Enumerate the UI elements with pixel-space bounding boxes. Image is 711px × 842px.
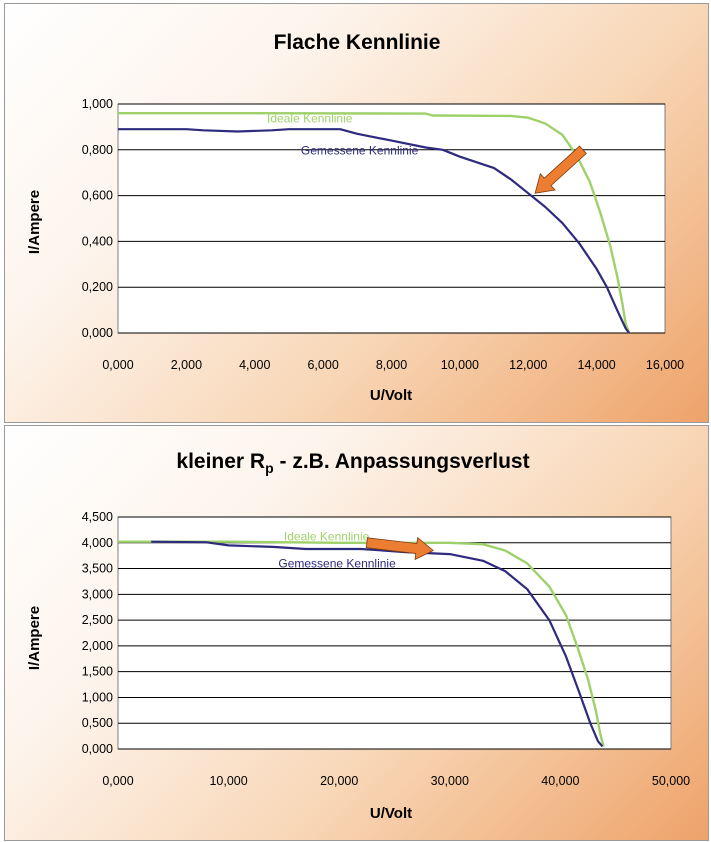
chart-1-x-tick-label: 8,000 — [376, 358, 407, 372]
chart-2-y-tick-label: 4,000 — [82, 536, 113, 550]
chart-2-y-tick-label: 2,500 — [82, 613, 113, 627]
chart-2-y-tick-label: 3,500 — [82, 562, 113, 576]
chart-1-series-measured — [118, 128, 630, 334]
chart-2-title-rest: - z.B. Anpassungsverlust — [274, 450, 530, 473]
chart-2-x-tick-label: 30,000 — [431, 774, 469, 788]
chart-1-y-tick-label: 0,200 — [82, 280, 113, 294]
chart-1-series-label: Gemessene Kennlinie — [301, 143, 419, 157]
chart-2-x-tick-label: 10,000 — [209, 774, 247, 788]
chart-1-annotation-arrow — [534, 145, 587, 194]
chart-1-y-tick-label: 0,000 — [82, 326, 113, 340]
chart-1-title: Flache Kennlinie — [274, 31, 441, 54]
chart-2-y-tick-label: 0,000 — [82, 742, 113, 756]
chart-2-title-main: kleiner R — [176, 450, 265, 473]
chart-2-series-label: Gemessene Kennlinie — [278, 557, 396, 571]
chart-2-series-measured — [151, 540, 604, 748]
chart-2-y-tick-label: 2,000 — [82, 639, 113, 653]
chart-1-x-tick-label: 12,000 — [509, 358, 547, 372]
chart-2-y-tick-label: 4,500 — [82, 510, 113, 524]
chart-1-x-tick-label: 16,000 — [646, 358, 684, 372]
chart-1-y-tick-label: 0,800 — [82, 143, 113, 157]
chart-1-x-tick-label: 0,000 — [102, 358, 133, 372]
chart-2-plot-area — [117, 516, 672, 750]
chart-2-y-tick-label: 3,000 — [82, 587, 113, 601]
chart-2-x-tick-label: 40,000 — [541, 774, 579, 788]
chart-1-x-tick-label: 4,000 — [239, 358, 270, 372]
chart-1-y-tick-label: 0,400 — [82, 234, 113, 248]
chart-2-title-sub: p — [265, 460, 274, 476]
chart-1-x-tick-label: 6,000 — [307, 358, 338, 372]
chart-2-series-label: Ideale Kennlinie — [284, 530, 370, 544]
chart-2-ylabel: I/Ampere — [26, 606, 43, 670]
chart-2-y-tick-label: 1,000 — [82, 690, 113, 704]
chart-1-svg: Flache Kennlinie 0,000 0,200 0,400 0,600 0,8… — [26, 31, 684, 404]
chart-1-plot-area — [117, 103, 666, 334]
chart-1-x-tick-label: 2,000 — [171, 358, 202, 372]
chart-panel-kleiner-rp: kleiner Rp - z.B. Anpassungsverlust 0,00… — [4, 425, 709, 841]
chart-1-series-label: Ideale Kennlinie — [267, 111, 353, 125]
chart-2-x-tick-label: 20,000 — [320, 774, 358, 788]
chart-2-title: kleiner Rp - z.B. Anpassungsverlust — [176, 450, 529, 476]
chart-2-y-tick-label: 1,500 — [82, 665, 113, 679]
chart-2-series-ideal — [118, 540, 605, 747]
chart-1-x-tick-label: 14,000 — [578, 358, 616, 372]
chart-2-xlabel: U/Volt — [370, 805, 412, 822]
chart-2-svg: kleiner Rp - z.B. Anpassungsverlust 0,00… — [26, 450, 690, 822]
chart-2-x-tick-label: 50,000 — [652, 774, 690, 788]
chart-2-annotation-arrow — [365, 536, 434, 561]
chart-1-x-tick-label: 10,000 — [441, 358, 479, 372]
chart-1-series-ideal — [118, 112, 631, 334]
chart-1-y-tick-label: 1,000 — [82, 97, 113, 111]
chart-1-y-tick-label: 0,600 — [82, 189, 113, 203]
chart-1-ylabel: I/Ampere — [26, 190, 43, 254]
chart-2-x-tick-label: 0,000 — [102, 774, 133, 788]
chart-2-y-tick-label: 0,500 — [82, 716, 113, 730]
chart-1-xlabel: U/Volt — [370, 387, 412, 404]
chart-panel-flache-kennlinie: Flache Kennlinie 0,000 0,200 0,400 0,600 0,8… — [4, 3, 709, 423]
